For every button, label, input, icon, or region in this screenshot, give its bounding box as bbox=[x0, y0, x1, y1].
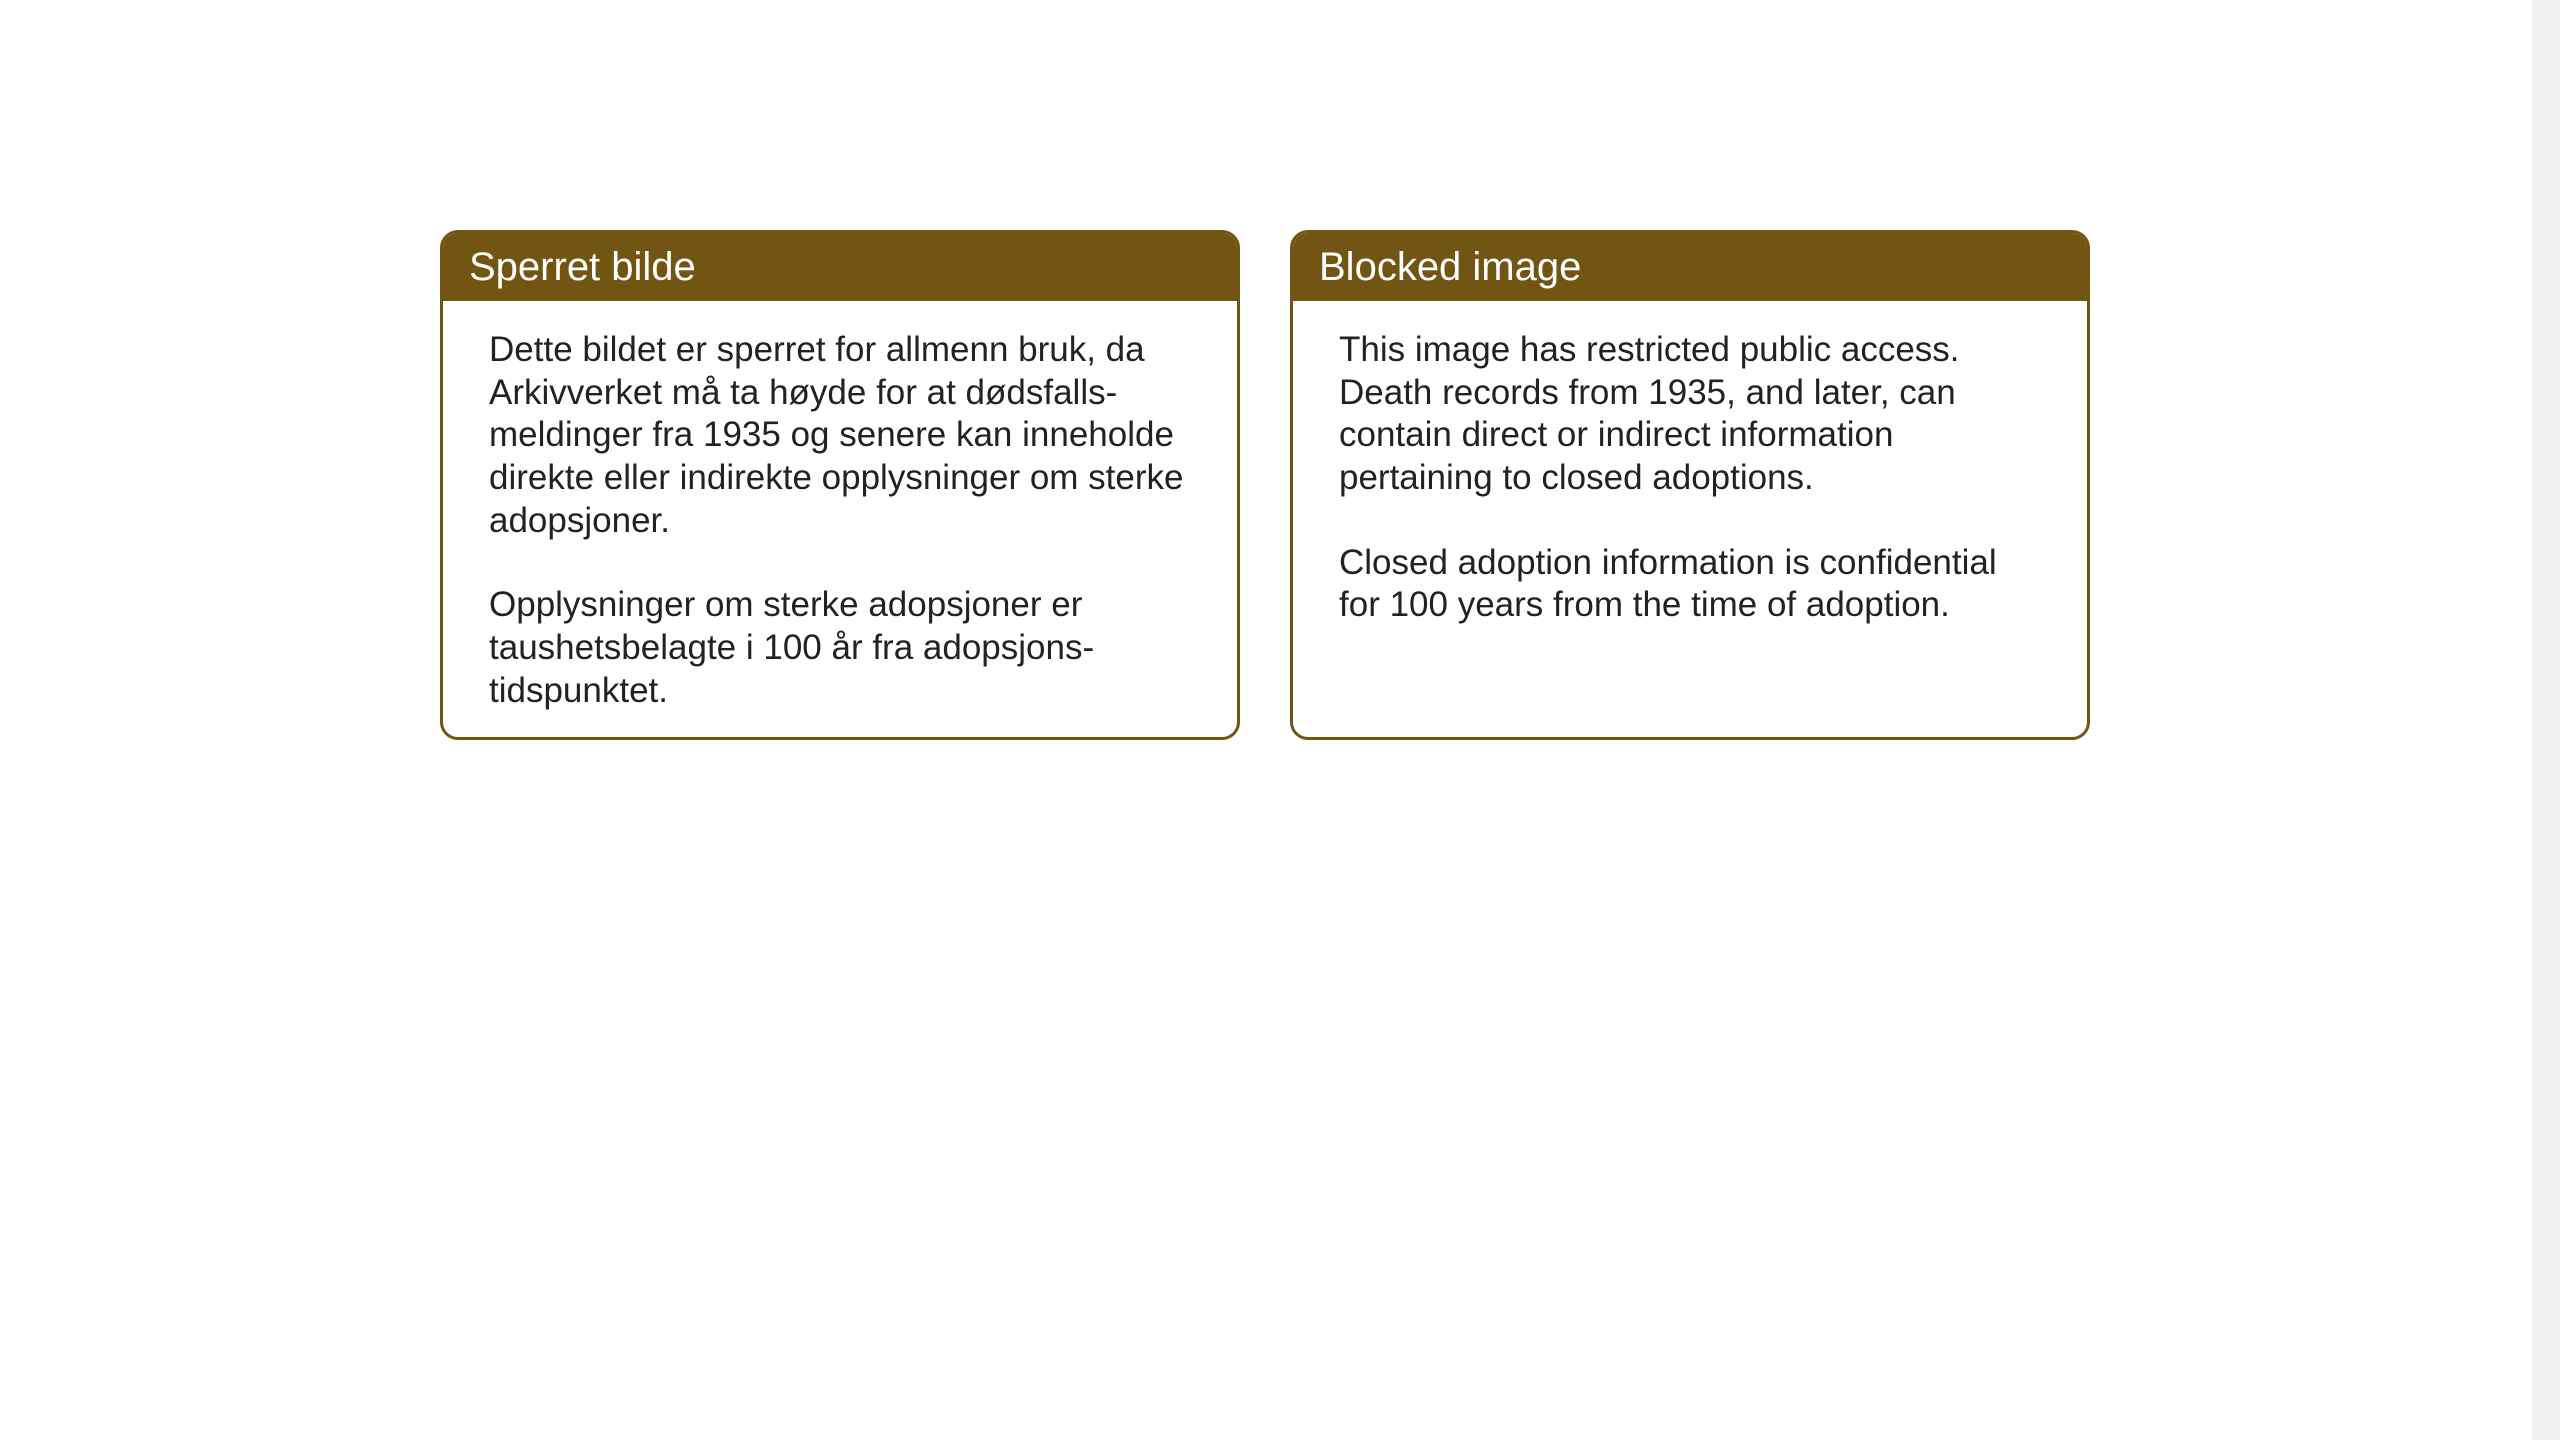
notice-card-english: Blocked image This image has restricted … bbox=[1290, 230, 2090, 740]
card-paragraph: Opplysninger om sterke adopsjoner er tau… bbox=[489, 584, 1191, 712]
card-body-norwegian: Dette bildet er sperret for allmenn bruk… bbox=[443, 301, 1237, 740]
card-header-english: Blocked image bbox=[1293, 233, 2087, 301]
notice-card-norwegian: Sperret bilde Dette bildet er sperret fo… bbox=[440, 230, 1240, 740]
card-paragraph: This image has restricted public access.… bbox=[1339, 329, 2041, 500]
card-paragraph: Closed adoption information is confident… bbox=[1339, 542, 2041, 627]
card-paragraph: Dette bildet er sperret for allmenn bruk… bbox=[489, 329, 1191, 542]
card-body-english: This image has restricted public access.… bbox=[1293, 301, 2087, 655]
scrollbar-track[interactable] bbox=[2532, 0, 2560, 1440]
notice-cards-container: Sperret bilde Dette bildet er sperret fo… bbox=[0, 0, 2560, 740]
card-header-norwegian: Sperret bilde bbox=[443, 233, 1237, 301]
